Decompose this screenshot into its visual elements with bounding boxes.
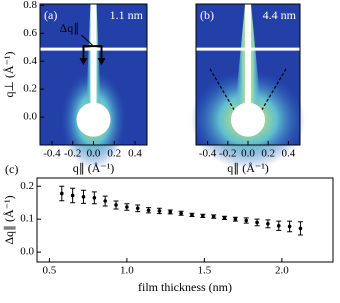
y-tick-label: 0.0	[23, 111, 37, 123]
panel-annotation: 4.4 nm	[263, 8, 297, 22]
data-point	[103, 199, 107, 203]
data-point	[211, 214, 216, 219]
x-tick-label: 0.2	[261, 148, 275, 160]
y-tick-label: 0.8	[23, 0, 37, 11]
data-point	[179, 211, 183, 216]
panel-label: (a)	[44, 8, 57, 22]
x-tick-label: 0.4	[128, 148, 142, 160]
data-point	[157, 209, 162, 213]
scattering-image	[190, 4, 306, 169]
x-tick-label: -0.4	[199, 148, 217, 160]
x-tick-label: 0.5	[43, 265, 57, 277]
y-tick-label: 0.0	[20, 246, 34, 258]
beam-stop	[231, 102, 265, 137]
beam-stop-rod	[90, 4, 97, 120]
x-tick-label: 0.0	[87, 148, 101, 160]
y-tick-label: 0.6	[23, 27, 37, 39]
data-point	[59, 191, 64, 196]
panel-annotation: 1.1 nm	[110, 8, 144, 22]
y-tick-label: 0.4	[23, 55, 37, 67]
data-point	[81, 194, 86, 199]
data-point	[287, 224, 292, 229]
beam-stop-rod	[245, 4, 251, 120]
guide-line	[209, 68, 235, 110]
x-tick-label: 0.0	[241, 148, 255, 160]
y-tick-label: 0.2	[23, 83, 37, 95]
y-tick-label: 0.1	[20, 213, 34, 225]
data-point	[125, 205, 129, 209]
x-tick-label: 2.0	[275, 265, 289, 277]
data-point	[266, 221, 270, 226]
panel-label: (b)	[200, 8, 214, 22]
data-point	[298, 226, 303, 231]
x-tick-label: 1.5	[197, 265, 211, 277]
data-point	[146, 208, 151, 213]
data-point	[222, 216, 227, 220]
guide-line	[261, 68, 287, 110]
y-tick-label: 0.2	[20, 180, 34, 192]
data-point	[114, 203, 118, 207]
x-tick-label: 1.0	[120, 265, 134, 277]
arrow-label: Δq∥	[60, 21, 80, 35]
y-axis-label: q⊥ (Å⁻¹)	[2, 51, 16, 97]
x-tick-label: -0.2	[64, 148, 81, 160]
data-point	[92, 195, 97, 200]
data-point	[190, 213, 194, 217]
x-tick-label: 0.4	[282, 148, 296, 160]
data-point	[201, 214, 205, 218]
beam-stop	[76, 102, 111, 137]
y-axis-label: Δq∥ (Å⁻¹)	[2, 195, 16, 244]
x-tick-label: -0.2	[219, 148, 236, 160]
scattering-image	[40, 4, 147, 169]
arrow-pointer	[81, 34, 93, 46]
data-point	[233, 217, 238, 221]
panel-label: (c)	[5, 162, 18, 176]
arrow-head	[79, 58, 106, 66]
x-tick-label: -0.4	[43, 148, 61, 160]
data-point	[135, 206, 140, 211]
x-axis-label: film thickness (nm)	[138, 280, 232, 294]
x-tick-label: 0.2	[107, 148, 121, 160]
data-point	[255, 220, 259, 225]
plot-frame	[39, 3, 148, 146]
data-point	[168, 210, 173, 214]
data-point	[276, 223, 281, 228]
x-axis-label: q∥ (Å⁻¹)	[73, 161, 115, 175]
data-point	[70, 193, 75, 198]
plot-frame	[36, 177, 334, 263]
data-point	[244, 218, 249, 223]
plot-frame	[195, 3, 301, 146]
x-axis-label: q∥ (Å⁻¹)	[227, 161, 269, 175]
delta-bracket	[82, 45, 103, 62]
